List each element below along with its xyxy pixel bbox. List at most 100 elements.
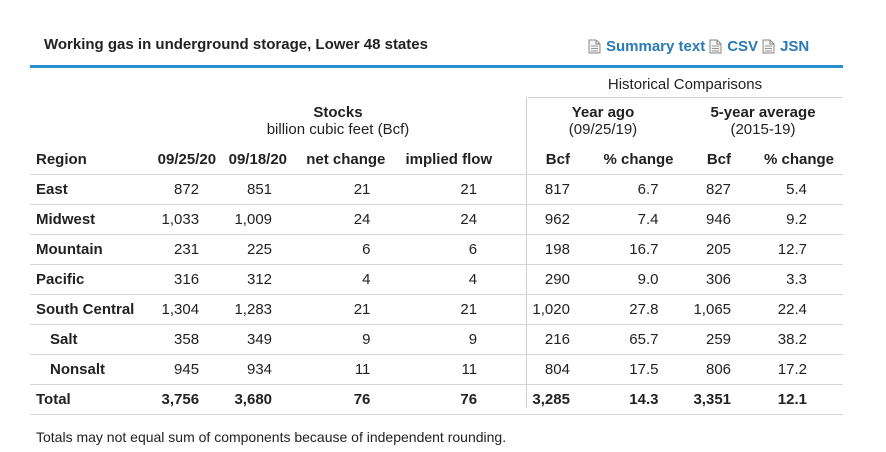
stocks-heading: Stocks billion cubic feet (Bcf) bbox=[238, 104, 438, 138]
document-icon bbox=[588, 39, 601, 54]
value-cell: 806 bbox=[675, 354, 741, 385]
value-cell: 946 bbox=[675, 204, 741, 235]
value-cell: 11 bbox=[387, 354, 495, 385]
five-year-range: (2015-19) bbox=[730, 121, 796, 138]
value-cell: 14.3 bbox=[578, 384, 676, 415]
summary-text-link[interactable]: Summary text bbox=[588, 38, 705, 55]
value-cell: 12.1 bbox=[740, 384, 843, 415]
value-cell: 934 bbox=[216, 354, 290, 385]
value-cell: 21 bbox=[289, 294, 388, 325]
value-cell: 231 bbox=[157, 234, 217, 265]
value-cell: 306 bbox=[675, 264, 741, 295]
value-cell: 38.2 bbox=[740, 324, 843, 355]
value-cell: 827 bbox=[675, 174, 741, 205]
year-ago-heading: Year ago (09/25/19) bbox=[538, 104, 668, 138]
historical-divider bbox=[528, 97, 842, 98]
value-cell: 76 bbox=[387, 384, 495, 415]
table-row: South Central 1,304 1,283 21 21 1,020 27.8 1,06… bbox=[30, 294, 843, 325]
value-cell: 205 bbox=[675, 234, 741, 265]
value-cell: 11 bbox=[289, 354, 388, 385]
page-title: Working gas in underground storage, Lowe… bbox=[44, 36, 428, 53]
value-cell: 9 bbox=[289, 324, 388, 355]
value-cell: 349 bbox=[216, 324, 290, 355]
value-cell: 24 bbox=[387, 204, 495, 235]
json-label: JSN bbox=[780, 38, 810, 55]
value-cell: 6.7 bbox=[578, 174, 676, 205]
download-links: Summary text CSV JSN bbox=[588, 38, 809, 55]
value-cell: 216 bbox=[494, 324, 579, 355]
value-cell: 21 bbox=[387, 174, 495, 205]
historical-comparisons-heading: Historical Comparisons bbox=[607, 76, 763, 93]
value-cell: 3,680 bbox=[216, 384, 290, 415]
document-icon bbox=[762, 39, 775, 54]
storage-table: Region 09/25/20 09/18/20 net change impl… bbox=[30, 145, 843, 415]
value-cell: 3,351 bbox=[675, 384, 741, 415]
column-header: net change bbox=[289, 145, 388, 175]
value-cell: 358 bbox=[157, 324, 217, 355]
value-cell: 1,283 bbox=[216, 294, 290, 325]
footnote: Totals may not equal sum of components b… bbox=[36, 429, 507, 445]
value-cell: 17.2 bbox=[740, 354, 843, 385]
five-year-title: 5-year average bbox=[710, 104, 816, 121]
value-cell: 9.0 bbox=[578, 264, 676, 295]
value-cell: 21 bbox=[387, 294, 495, 325]
json-link[interactable]: JSN bbox=[762, 38, 809, 55]
value-cell: 27.8 bbox=[578, 294, 676, 325]
title-divider bbox=[30, 65, 843, 68]
table-row: Total 3,756 3,680 76 76 3,285 14.3 3,351 12.1 bbox=[30, 384, 843, 415]
value-cell: 290 bbox=[494, 264, 579, 295]
value-cell: 9.2 bbox=[740, 204, 843, 235]
region-cell: Midwest bbox=[30, 204, 158, 235]
value-cell: 5.4 bbox=[740, 174, 843, 205]
year-ago-title: Year ago bbox=[571, 104, 635, 121]
value-cell: 851 bbox=[216, 174, 290, 205]
region-cell: Pacific bbox=[30, 264, 158, 295]
value-cell: 65.7 bbox=[578, 324, 676, 355]
table-row: East 872 851 21 21 817 6.7 827 5.4 bbox=[30, 174, 843, 205]
value-cell: 1,020 bbox=[494, 294, 579, 325]
value-cell: 4 bbox=[387, 264, 495, 295]
value-cell: 3,756 bbox=[157, 384, 217, 415]
value-cell: 259 bbox=[675, 324, 741, 355]
column-header: % change bbox=[578, 145, 676, 175]
value-cell: 24 bbox=[289, 204, 388, 235]
region-cell: Total bbox=[30, 384, 158, 415]
value-cell: 198 bbox=[494, 234, 579, 265]
value-cell: 6 bbox=[289, 234, 388, 265]
value-cell: 1,033 bbox=[157, 204, 217, 235]
column-header: Bcf bbox=[675, 145, 741, 175]
csv-label: CSV bbox=[727, 38, 759, 55]
table-row: Midwest 1,033 1,009 24 24 962 7.4 946 9.2 bbox=[30, 204, 843, 235]
value-cell: 225 bbox=[216, 234, 290, 265]
region-cell: Salt bbox=[30, 324, 158, 355]
value-cell: 312 bbox=[216, 264, 290, 295]
value-cell: 9 bbox=[387, 324, 495, 355]
column-header: % change bbox=[740, 145, 843, 175]
value-cell: 16.7 bbox=[578, 234, 676, 265]
value-cell: 1,304 bbox=[157, 294, 217, 325]
year-ago-date: (09/25/19) bbox=[568, 121, 638, 138]
region-cell: Nonsalt bbox=[30, 354, 158, 385]
document-icon bbox=[709, 39, 722, 54]
value-cell: 7.4 bbox=[578, 204, 676, 235]
table-row: Pacific 316 312 4 4 290 9.0 306 3.3 bbox=[30, 264, 843, 295]
value-cell: 1,065 bbox=[675, 294, 741, 325]
value-cell: 17.5 bbox=[578, 354, 676, 385]
column-header: Bcf bbox=[494, 145, 579, 175]
value-cell: 1,009 bbox=[216, 204, 290, 235]
value-cell: 316 bbox=[157, 264, 217, 295]
csv-link[interactable]: CSV bbox=[709, 38, 758, 55]
summary-text-label: Summary text bbox=[606, 38, 706, 55]
region-cell: South Central bbox=[30, 294, 158, 325]
value-cell: 12.7 bbox=[740, 234, 843, 265]
value-cell: 817 bbox=[494, 174, 579, 205]
table-row: Mountain 231 225 6 6 198 16.7 205 12.7 bbox=[30, 234, 843, 265]
table-row: Salt 358 349 9 9 216 65.7 259 38.2 bbox=[30, 324, 843, 355]
value-cell: 3,285 bbox=[494, 384, 579, 415]
region-cell: East bbox=[30, 174, 158, 205]
value-cell: 872 bbox=[157, 174, 217, 205]
stocks-unit: billion cubic feet (Bcf) bbox=[266, 121, 410, 138]
column-header-row: Region 09/25/20 09/18/20 net change impl… bbox=[30, 145, 843, 175]
value-cell: 22.4 bbox=[740, 294, 843, 325]
value-cell: 21 bbox=[289, 174, 388, 205]
